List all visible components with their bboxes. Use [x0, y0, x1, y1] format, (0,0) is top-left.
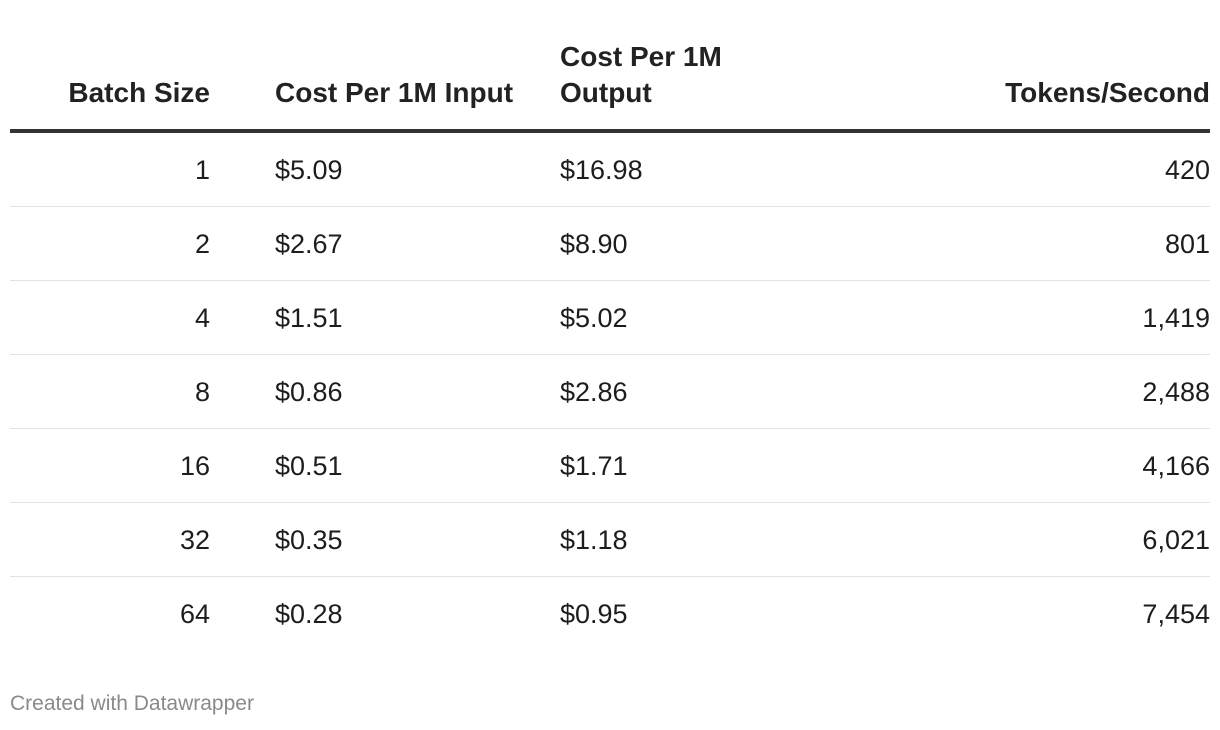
column-header-tokens-per-second[interactable]: Tokens/Second: [1005, 77, 1210, 108]
cell-tokens-per-second: 2,488: [1142, 377, 1210, 407]
table-row: 16 $0.51 $1.71 4,166: [10, 429, 1210, 503]
column-header-batch-size[interactable]: Batch Size: [68, 77, 210, 108]
cell-batch-size: 2: [194, 229, 210, 259]
table-row: 64 $0.28 $0.95 7,454: [10, 577, 1210, 651]
cell-cost-output: $2.86: [560, 377, 628, 407]
cell-batch-size: 32: [179, 525, 210, 555]
cell-cost-input: $2.67: [275, 229, 343, 259]
cell-cost-input: $0.28: [275, 599, 343, 629]
cell-tokens-per-second: 7,454: [1142, 599, 1210, 629]
data-table: Batch Size Cost Per 1M Input Cost Per 1M…: [10, 0, 1210, 651]
cell-cost-input: $0.86: [275, 377, 343, 407]
cell-cost-output: $5.02: [560, 303, 628, 333]
cell-cost-output: $8.90: [560, 229, 628, 259]
cell-tokens-per-second: 1,419: [1142, 303, 1210, 333]
cell-batch-size: 64: [179, 599, 210, 629]
column-header-cost-output[interactable]: Cost Per 1M Output: [560, 41, 722, 108]
cell-batch-size: 8: [194, 377, 210, 407]
cell-batch-size: 4: [194, 303, 210, 333]
cell-tokens-per-second: 420: [1164, 155, 1210, 185]
cell-cost-output: $1.18: [560, 525, 628, 555]
table-row: 2 $2.67 $8.90 801: [10, 207, 1210, 281]
cell-cost-input: $0.51: [275, 451, 343, 481]
cell-batch-size: 1: [194, 155, 210, 185]
cell-cost-output: $16.98: [560, 155, 643, 185]
table-header: Batch Size Cost Per 1M Input Cost Per 1M…: [10, 0, 1210, 133]
cell-cost-input: $0.35: [275, 525, 343, 555]
table-row: 1 $5.09 $16.98 420: [10, 133, 1210, 207]
cell-tokens-per-second: 4,166: [1142, 451, 1210, 481]
cell-cost-output: $1.71: [560, 451, 628, 481]
cell-cost-output: $0.95: [560, 599, 628, 629]
cell-batch-size: 16: [179, 451, 210, 481]
table-row: 32 $0.35 $1.18 6,021: [10, 503, 1210, 577]
cell-tokens-per-second: 6,021: [1142, 525, 1210, 555]
cell-cost-input: $1.51: [275, 303, 343, 333]
cell-cost-input: $5.09: [275, 155, 343, 185]
cell-tokens-per-second: 801: [1164, 229, 1210, 259]
column-header-cost-input[interactable]: Cost Per 1M Input: [275, 77, 514, 108]
table-row: 8 $0.86 $2.86 2,488: [10, 355, 1210, 429]
table-row: 4 $1.51 $5.02 1,419: [10, 281, 1210, 355]
datawrapper-credit[interactable]: Created with Datawrapper: [10, 692, 254, 715]
